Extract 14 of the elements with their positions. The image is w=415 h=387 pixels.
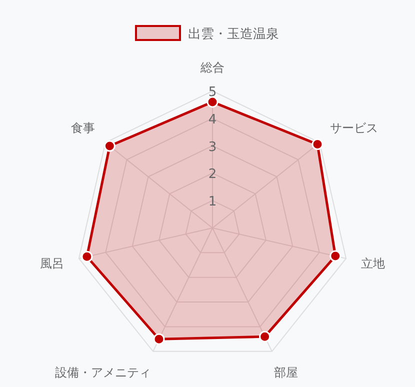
y-tick-label: 4 [208,112,217,128]
legend-label: 出雲・玉造温泉 [188,27,279,42]
y-tick-label: 2 [208,167,217,182]
spoke-label: サービス [330,121,378,136]
y-tick-label: 5 [208,85,217,100]
spoke-label: 立地 [360,256,385,271]
spoke-label: 風呂 [40,256,64,271]
legend: 出雲・玉造温泉 [135,25,279,42]
y-tick-label: 1 [208,194,217,210]
spoke-label: 総合 [200,60,224,75]
spoke-label: 部屋 [274,365,298,380]
spoke-label: 食事 [71,121,96,136]
y-tick-label: 3 [208,140,217,155]
spoke-label: 設備・アメニティ [54,365,151,380]
